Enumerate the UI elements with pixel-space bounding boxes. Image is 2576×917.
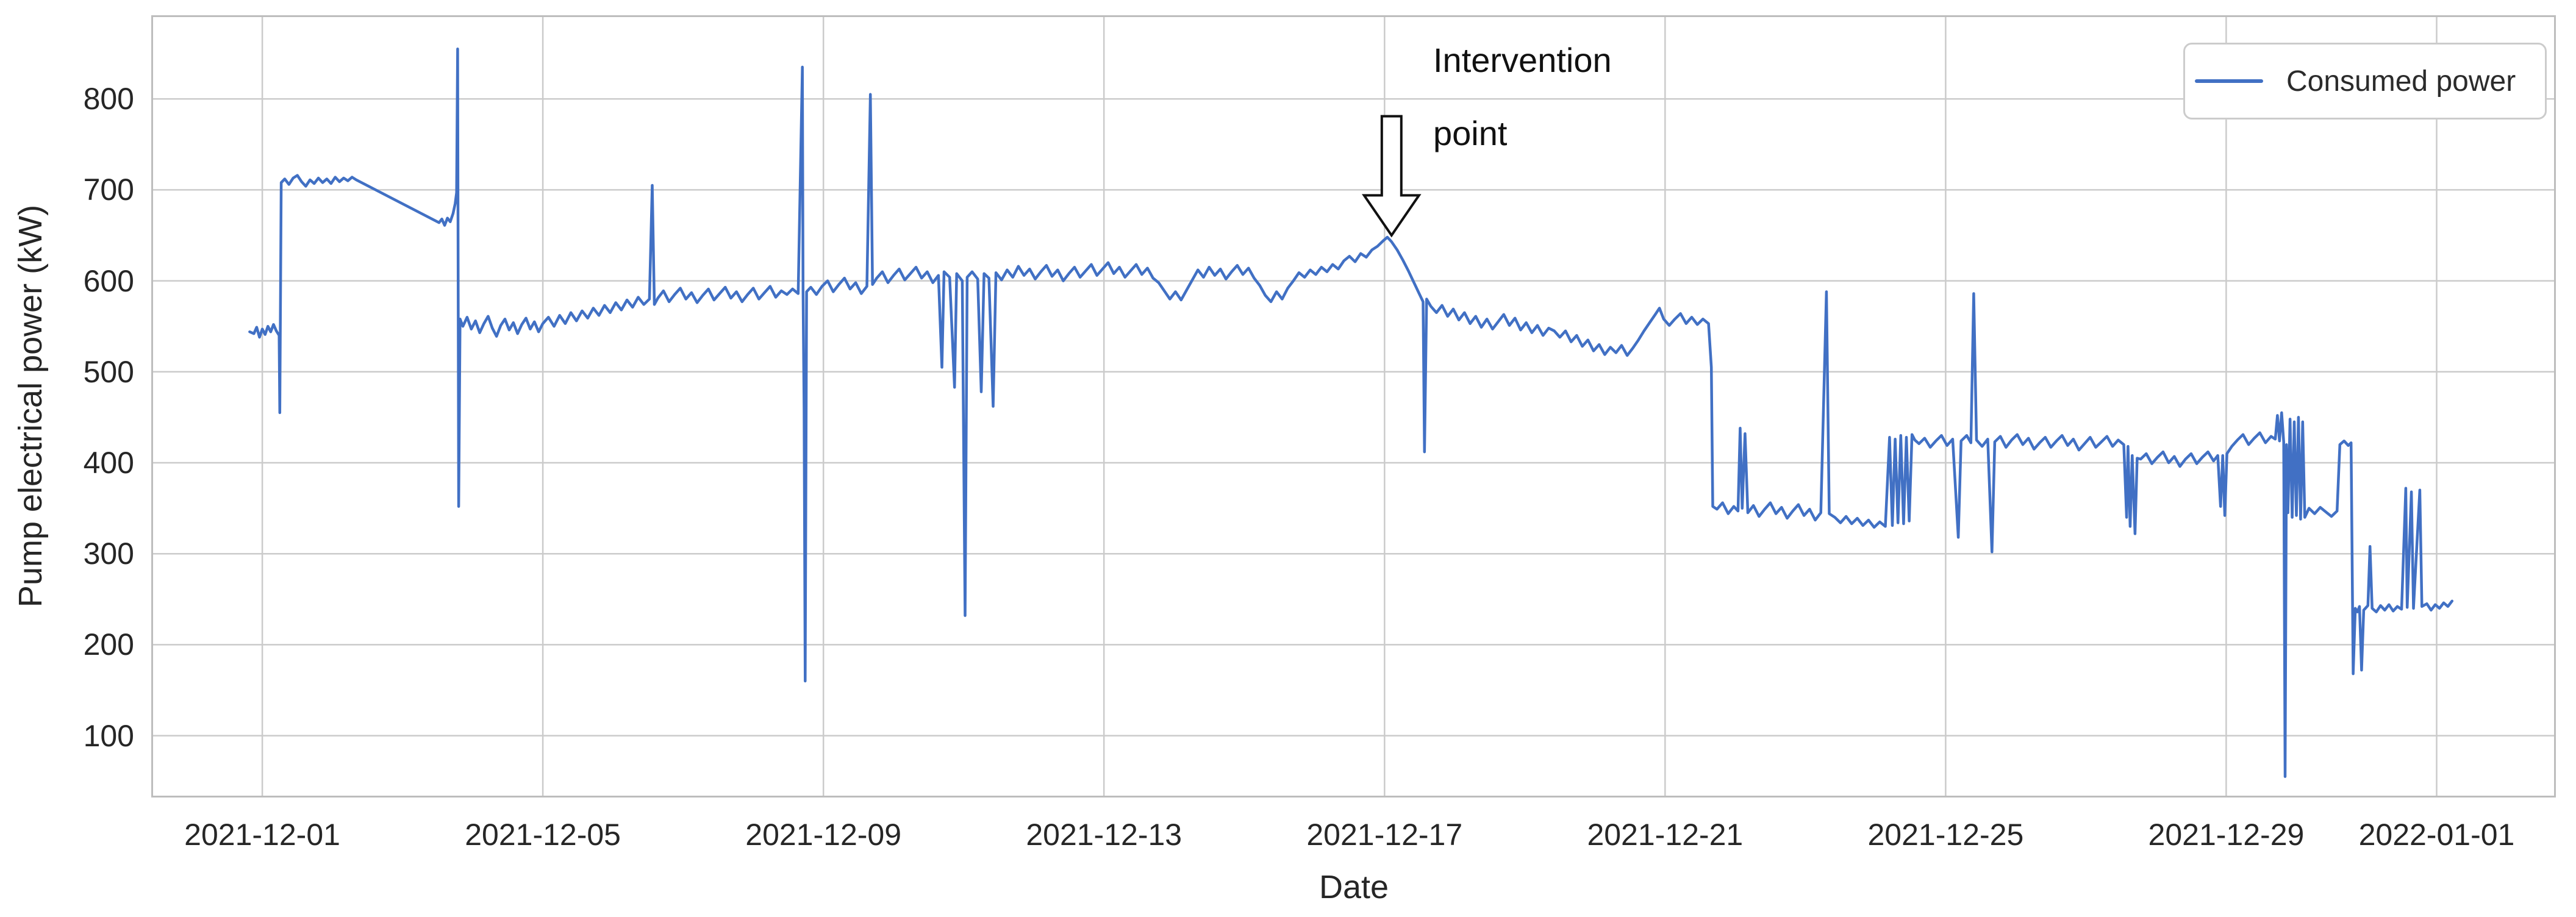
- y-tick-label: 600: [83, 263, 134, 298]
- y-tick-label: 400: [83, 445, 134, 480]
- y-tick-label: 700: [83, 173, 134, 207]
- y-tick-label: 800: [83, 82, 134, 116]
- x-tick-label: 2021-12-29: [2148, 818, 2305, 852]
- x-axis-title: Date: [1318, 869, 1389, 905]
- y-tick-label: 500: [83, 354, 134, 389]
- x-tick-label: 2021-12-13: [1026, 818, 1182, 852]
- x-tick-label: 2021-12-21: [1587, 818, 1744, 852]
- axes-spines: [151, 15, 2556, 797]
- x-tick-label: 2022-01-01: [2358, 818, 2515, 852]
- annotation-text-line1: Intervention: [1433, 41, 1612, 79]
- x-tick-label: 2021-12-09: [745, 818, 902, 852]
- x-tick-label: 2021-12-05: [465, 818, 621, 852]
- legend: Consumed power: [2183, 43, 2547, 120]
- consumed-power-line: [248, 47, 2454, 778]
- y-tick-label: 200: [83, 627, 134, 662]
- intervention-arrow-icon: [1362, 115, 1422, 238]
- x-tick-label: 2021-12-01: [184, 818, 340, 852]
- plot-area: Intervention point Consumed power: [151, 15, 2556, 797]
- x-tick-label: 2021-12-25: [1867, 818, 2024, 852]
- legend-line-sample: [2195, 79, 2263, 83]
- annotation-text-line2: point: [1433, 114, 1508, 152]
- y-tick-label: 300: [83, 537, 134, 571]
- legend-label: Consumed power: [2286, 65, 2516, 98]
- line-chart-svg: [151, 15, 2556, 797]
- x-tick-label: 2021-12-17: [1306, 818, 1463, 852]
- y-tick-label: 100: [83, 718, 134, 753]
